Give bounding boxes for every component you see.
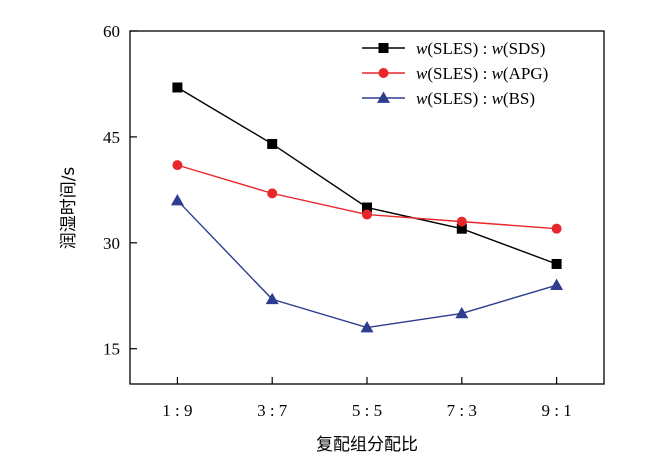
- y-tick-label: 60: [103, 22, 120, 41]
- y-tick-label: 15: [103, 340, 120, 359]
- data-point: [267, 138, 278, 149]
- x-tick-label: 5 : 5: [352, 401, 382, 420]
- data-point: [170, 193, 184, 206]
- legend-label-part: w: [416, 64, 428, 83]
- legend-item: w(SLES) : w(BS): [362, 89, 535, 108]
- legend-label-part: (BS): [503, 89, 535, 108]
- x-tick-label: 9 : 1: [541, 401, 571, 420]
- legend-marker: [378, 43, 389, 53]
- data-point: [360, 321, 374, 333]
- series-0: [172, 82, 562, 269]
- data-point: [456, 216, 467, 227]
- legend-label-part: (SLES) :: [427, 89, 491, 108]
- data-point: [172, 160, 183, 171]
- legend-label-part: w: [492, 89, 504, 108]
- x-tick-label: 1 : 9: [162, 401, 192, 420]
- data-point: [551, 223, 562, 234]
- series-2: [170, 193, 564, 333]
- data-point: [265, 292, 279, 305]
- legend: w(SLES) : w(SDS)w(SLES) : w(APG)w(SLES) …: [362, 39, 548, 108]
- data-point: [362, 209, 372, 220]
- x-tick-label: 7 : 3: [447, 401, 477, 420]
- legend-label: w(SLES) : w(APG): [416, 64, 548, 83]
- x-tick-label: 3 : 7: [257, 401, 288, 420]
- data-point: [551, 258, 562, 269]
- legend-item: w(SLES) : w(SDS): [362, 39, 545, 58]
- y-axis-title: 润湿时间/s: [59, 167, 79, 250]
- series-line: [177, 86, 557, 265]
- legend-label: w(SLES) : w(SDS): [416, 39, 545, 58]
- data-point: [362, 202, 372, 213]
- legend-label: w(SLES) : w(BS): [416, 89, 535, 108]
- x-axis-title: 复配组分配比: [316, 435, 418, 455]
- legend-item: w(SLES) : w(APG): [362, 64, 548, 83]
- legend-label-part: (APG): [503, 64, 548, 83]
- legend-label-part: (SLES) :: [427, 39, 491, 58]
- series-layer: [170, 82, 564, 333]
- x-axis: 1 : 9 3 : 7 5 : 5 7 : 3 9 : 1: [162, 377, 572, 420]
- legend-marker: [378, 68, 389, 78]
- data-point: [172, 82, 183, 93]
- legend-label-part: (SLES) :: [427, 64, 491, 83]
- data-point: [456, 223, 467, 234]
- legend-label-part: w: [416, 89, 428, 108]
- data-point: [550, 278, 564, 291]
- series-1: [172, 160, 562, 234]
- legend-marker: [377, 91, 390, 103]
- legend-label-part: (SDS): [503, 39, 546, 58]
- legend-label-part: w: [492, 64, 504, 83]
- legend-label-part: w: [492, 39, 504, 58]
- legend-label-part: w: [416, 39, 428, 58]
- y-axis: 15 30 45 60: [103, 22, 137, 359]
- y-tick-label: 30: [103, 234, 120, 253]
- data-point: [267, 188, 278, 199]
- data-point: [455, 306, 469, 319]
- y-tick-label: 45: [103, 128, 120, 147]
